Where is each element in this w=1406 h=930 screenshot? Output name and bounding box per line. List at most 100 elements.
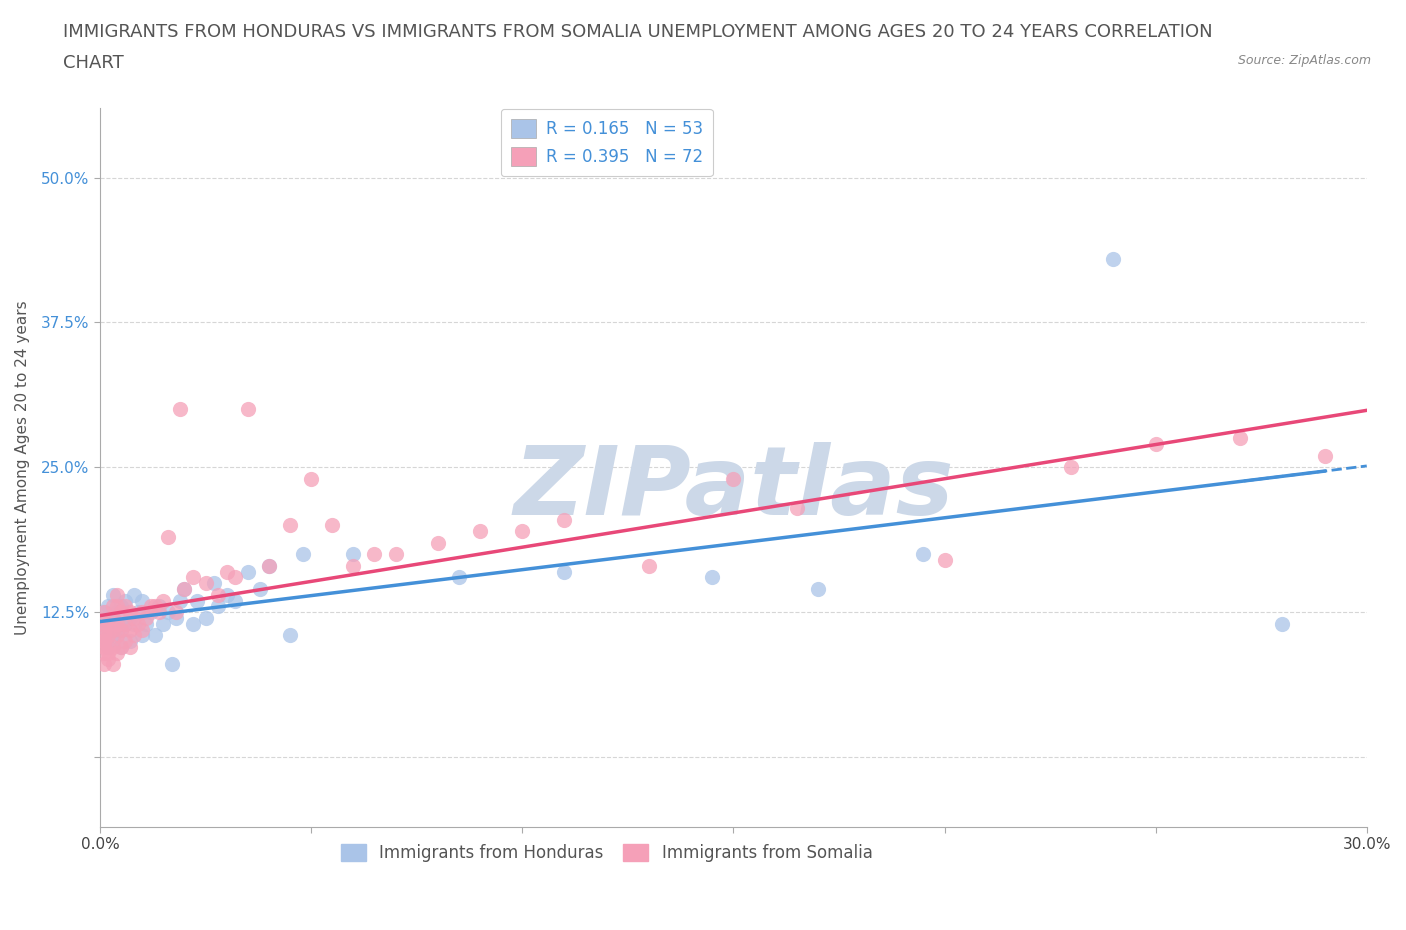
Point xyxy=(93,657,115,671)
Point xyxy=(101,657,124,671)
Point xyxy=(114,599,136,614)
Point xyxy=(97,640,120,655)
Point xyxy=(118,604,141,619)
Point xyxy=(169,593,191,608)
Point xyxy=(97,599,120,614)
Point xyxy=(110,640,132,655)
Point xyxy=(118,611,141,626)
Point xyxy=(912,547,935,562)
Point xyxy=(426,536,449,551)
Point xyxy=(807,581,830,596)
Point xyxy=(702,570,724,585)
Point xyxy=(257,558,280,573)
Point xyxy=(156,604,179,619)
Point xyxy=(447,570,470,585)
Point xyxy=(468,524,491,538)
Point xyxy=(93,633,115,648)
Point xyxy=(114,617,136,631)
Point xyxy=(97,617,120,631)
Point xyxy=(173,581,195,596)
Point xyxy=(224,593,246,608)
Point xyxy=(131,604,153,619)
Point xyxy=(101,588,124,603)
Point xyxy=(321,518,343,533)
Point xyxy=(93,645,115,660)
Text: Source: ZipAtlas.com: Source: ZipAtlas.com xyxy=(1237,54,1371,67)
Point xyxy=(135,617,157,631)
Point xyxy=(101,640,124,655)
Point xyxy=(105,628,128,643)
Point xyxy=(384,547,406,562)
Point xyxy=(93,604,115,619)
Point xyxy=(110,622,132,637)
Point xyxy=(1229,431,1251,445)
Point xyxy=(97,645,120,660)
Point xyxy=(105,617,128,631)
Point xyxy=(173,581,195,596)
Point xyxy=(105,604,128,619)
Point xyxy=(278,628,301,643)
Point xyxy=(156,529,179,544)
Point xyxy=(118,640,141,655)
Point xyxy=(93,622,115,637)
Point xyxy=(236,565,259,579)
Point xyxy=(139,599,162,614)
Point xyxy=(160,657,183,671)
Point xyxy=(257,558,280,573)
Point xyxy=(97,617,120,631)
Point xyxy=(139,604,162,619)
Point xyxy=(101,633,124,648)
Legend: Immigrants from Honduras, Immigrants from Somalia: Immigrants from Honduras, Immigrants fro… xyxy=(335,837,879,869)
Point xyxy=(118,633,141,648)
Point xyxy=(215,565,238,579)
Point xyxy=(105,599,128,614)
Point xyxy=(114,633,136,648)
Point xyxy=(135,611,157,626)
Point xyxy=(131,628,153,643)
Point xyxy=(202,576,225,591)
Point xyxy=(101,611,124,626)
Point xyxy=(1102,251,1125,266)
Point xyxy=(101,622,124,637)
Point xyxy=(101,599,124,614)
Point xyxy=(165,604,187,619)
Point xyxy=(152,617,174,631)
Point xyxy=(122,628,145,643)
Point xyxy=(105,645,128,660)
Point xyxy=(224,570,246,585)
Point xyxy=(299,472,322,486)
Point xyxy=(148,599,170,614)
Y-axis label: Unemployment Among Ages 20 to 24 years: Unemployment Among Ages 20 to 24 years xyxy=(15,300,30,634)
Point xyxy=(97,640,120,655)
Point xyxy=(215,588,238,603)
Text: ZIPatlas: ZIPatlas xyxy=(513,443,953,536)
Point xyxy=(1271,617,1294,631)
Point xyxy=(101,611,124,626)
Point xyxy=(97,628,120,643)
Point xyxy=(93,628,115,643)
Point xyxy=(342,558,364,573)
Point xyxy=(122,617,145,631)
Point xyxy=(194,576,217,591)
Point xyxy=(131,622,153,637)
Point xyxy=(148,604,170,619)
Point xyxy=(93,633,115,648)
Point xyxy=(114,617,136,631)
Point xyxy=(93,640,115,655)
Point xyxy=(553,565,575,579)
Point xyxy=(278,518,301,533)
Text: IMMIGRANTS FROM HONDURAS VS IMMIGRANTS FROM SOMALIA UNEMPLOYMENT AMONG AGES 20 T: IMMIGRANTS FROM HONDURAS VS IMMIGRANTS F… xyxy=(63,23,1213,41)
Point xyxy=(181,570,204,585)
Point xyxy=(186,593,208,608)
Point xyxy=(1060,460,1083,475)
Point xyxy=(93,604,115,619)
Point xyxy=(236,402,259,417)
Point xyxy=(122,588,145,603)
Point xyxy=(169,402,191,417)
Point xyxy=(207,588,229,603)
Point xyxy=(110,622,132,637)
Point xyxy=(110,640,132,655)
Point xyxy=(127,617,149,631)
Point xyxy=(93,617,115,631)
Point xyxy=(342,547,364,562)
